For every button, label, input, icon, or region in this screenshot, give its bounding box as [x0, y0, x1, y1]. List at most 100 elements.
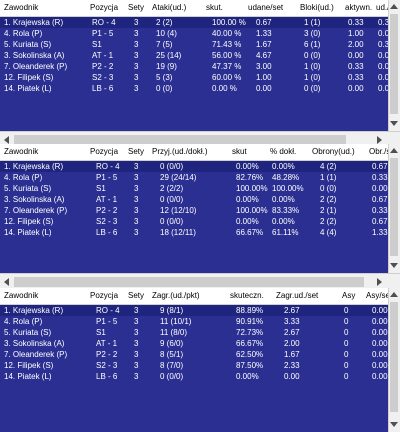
col-header[interactable]: Zawodnik [4, 147, 39, 156]
table-cell: 7. Oleanderek (P) [4, 206, 68, 215]
col-header[interactable]: Pozycja [90, 291, 119, 300]
col-header[interactable]: Zawodnik [4, 3, 39, 12]
table-cell: 87.50% [236, 361, 264, 370]
table-cell: 66.67% [236, 228, 264, 237]
table-cell: 66.67% [236, 339, 264, 348]
table-cell: 18 (12/11) [160, 228, 196, 237]
scroll-down-icon[interactable] [390, 121, 398, 126]
attack-block-grid[interactable]: Zawodnik Pozycja Sety Ataki(ud.) skut. u… [0, 0, 400, 148]
table-row[interactable]: 4. Rola (P) P1 - 5 3 11 (10/1) 90.91% 3.33 0 0.… [0, 316, 400, 327]
scroll-up-icon[interactable] [390, 148, 398, 153]
table-row[interactable]: 1. Krajewska (R) RO - 4 3 0 (0/0) 0.00% 0.00%… [0, 161, 400, 172]
grid-header[interactable]: Zawodnik Pozycja Sety Zagr.(ud./pkt) sku… [0, 288, 400, 305]
table-cell: 0 (0/0) [160, 195, 184, 204]
table-cell: 0.00% [236, 195, 259, 204]
scroll-thumb[interactable] [14, 277, 364, 287]
col-header[interactable]: Pozycja [90, 3, 119, 12]
col-header[interactable]: Ataki(ud.) [152, 3, 187, 12]
horizontal-scrollbar[interactable] [0, 131, 400, 148]
table-row[interactable]: 4. Rola (P) P1 - 5 3 29 (24/14) 82.76% 48.28%… [0, 172, 400, 183]
serve-grid[interactable]: Zawodnik Pozycja Sety Zagr.(ud./pkt) sku… [0, 288, 400, 432]
table-cell: 100.00% [272, 184, 304, 193]
table-cell: 5. Kuriata (S) [4, 184, 52, 193]
table-row[interactable]: 12. Filipek (S) S2 - 3 3 5 (3) 60.00 % 1.00 1 … [0, 72, 400, 83]
table-cell: LB - 6 [96, 372, 118, 381]
table-row[interactable]: 5. Kuriata (S) S1 3 2 (2/2) 100.00% 100.00% 0 … [0, 183, 400, 194]
col-header[interactable]: Obr./se [369, 147, 395, 156]
table-row[interactable]: 5. Kuriata (S) S1 3 7 (5) 71.43 % 1.67 6 (1) 2.… [0, 39, 400, 50]
horizontal-scrollbar[interactable] [0, 273, 400, 290]
scroll-right-icon[interactable] [377, 136, 382, 144]
table-cell: 9 (8/1) [160, 306, 184, 315]
table-cell: LB - 6 [96, 228, 118, 237]
scroll-left-icon[interactable] [4, 136, 9, 144]
table-cell: 100.00% [236, 184, 268, 193]
table-row[interactable]: 7. Oleanderek (P) P2 - 2 3 12 (12/10) 100.00… [0, 205, 400, 216]
table-row[interactable]: 3. Sokolinska (A) AT - 1 3 25 (14) 56.00 % 4.… [0, 50, 400, 61]
col-header[interactable]: Sety [128, 3, 145, 12]
col-header[interactable]: Zagr.(ud./pkt) [152, 291, 200, 300]
table-row[interactable]: 1. Krajewska (R) RO - 4 3 2 (2) 100.00 % 0.67… [0, 17, 400, 28]
table-row[interactable]: 12. Filipek (S) S2 - 3 3 8 (7/0) 87.50% 2.33 0… [0, 360, 400, 371]
table-cell: 0.00% [272, 217, 295, 226]
col-header[interactable]: skut [232, 147, 247, 156]
table-row[interactable]: 3. Sokolinska (A) AT - 1 3 0 (0/0) 0.00% 0.00… [0, 194, 400, 205]
grid-header[interactable]: Zawodnik Pozycja Sety Ataki(ud.) skut. u… [0, 0, 400, 17]
table-cell: 3. Sokolinska (A) [4, 339, 65, 348]
table-cell: 3 [134, 317, 139, 326]
scroll-thumb[interactable] [390, 14, 398, 114]
scroll-up-icon[interactable] [390, 4, 398, 9]
scroll-thumb[interactable] [390, 158, 398, 256]
scroll-thumb[interactable] [14, 135, 346, 145]
table-row[interactable]: 1. Krajewska (R) RO - 4 3 9 (8/1) 88.89% 2.67… [0, 305, 400, 316]
table-row[interactable]: 5. Kuriata (S) S1 3 11 (8/0) 72.73% 2.67 0 0.00 [0, 327, 400, 338]
col-header[interactable]: Pozycja [90, 147, 119, 156]
col-header[interactable]: % dokł. [270, 147, 297, 156]
table-row[interactable]: 14. Piatek (L) LB - 6 3 18 (12/11) 66.67% 61.… [0, 227, 400, 238]
vertical-scrollbar[interactable] [388, 288, 400, 432]
col-header[interactable]: skuteczn. [230, 291, 264, 300]
table-cell: 0.00 [372, 328, 388, 337]
scroll-down-icon[interactable] [390, 263, 398, 268]
table-row[interactable]: 4. Rola (P) P1 - 5 3 10 (4) 40.00 % 1.33 3 (0)… [0, 28, 400, 39]
table-cell: 4. Rola (P) [4, 29, 43, 38]
scroll-left-icon[interactable] [4, 278, 9, 286]
table-row[interactable]: 7. Oleanderek (P) P2 - 2 3 19 (9) 47.37 % 3.0… [0, 61, 400, 72]
col-header[interactable]: Obrony(ud.) [312, 147, 355, 156]
col-header[interactable]: Zagr.ud./set [276, 291, 319, 300]
table-row[interactable]: 14. Piatek (L) LB - 6 3 0 (0/0) 0.00% 0.00 0 0.… [0, 371, 400, 382]
table-cell: 0 (0) [156, 84, 173, 93]
table-cell: 1.67 [284, 350, 300, 359]
table-row[interactable]: 14. Piatek (L) LB - 6 3 0 (0) 0.00 % 0.00 0 (0… [0, 83, 400, 94]
table-row[interactable]: 7. Oleanderek (P) P2 - 2 3 8 (5/1) 62.50% 1.6… [0, 349, 400, 360]
table-row[interactable]: 12. Filipek (S) S2 - 3 3 0 (0/0) 0.00% 0.00% 2… [0, 216, 400, 227]
col-header[interactable]: aktywn. [345, 3, 373, 12]
table-cell: RO - 4 [96, 306, 120, 315]
col-header[interactable]: Asy [342, 291, 356, 300]
scroll-thumb[interactable] [390, 302, 398, 412]
vertical-scrollbar[interactable] [388, 144, 400, 273]
scroll-down-icon[interactable] [390, 422, 398, 427]
col-header[interactable]: Sety [128, 291, 145, 300]
table-row[interactable]: 3. Sokolinska (A) AT - 1 3 9 (6/0) 66.67% 2.0… [0, 338, 400, 349]
col-header[interactable]: Bloki(ud.) [300, 3, 334, 12]
table-cell: 4 (2) [320, 162, 337, 171]
vertical-scrollbar[interactable] [388, 0, 400, 131]
col-header[interactable]: ud./se [376, 3, 398, 12]
col-header[interactable]: skut. [206, 3, 223, 12]
col-header[interactable]: udane/set [248, 3, 284, 12]
scroll-right-icon[interactable] [377, 278, 382, 286]
reception-defense-grid[interactable]: Zawodnik Pozycja Sety Przyj.(ud./dokł.) … [0, 144, 400, 290]
table-cell: 2.67 [284, 328, 300, 337]
table-cell: 1. Krajewska (R) [4, 306, 64, 315]
table-cell: 7. Oleanderek (P) [4, 62, 68, 71]
table-cell: 1 (0) [304, 62, 321, 71]
scroll-up-icon[interactable] [390, 292, 398, 297]
col-header[interactable]: Przyj.(ud./dokł.) [152, 147, 208, 156]
col-header[interactable]: Asy/set [366, 291, 393, 300]
table-cell: 12. Filipek (S) [4, 73, 54, 82]
table-cell: 0 [344, 306, 349, 315]
grid-header[interactable]: Zawodnik Pozycja Sety Przyj.(ud./dokł.) … [0, 144, 400, 161]
col-header[interactable]: Sety [128, 147, 145, 156]
col-header[interactable]: Zawodnik [4, 291, 39, 300]
